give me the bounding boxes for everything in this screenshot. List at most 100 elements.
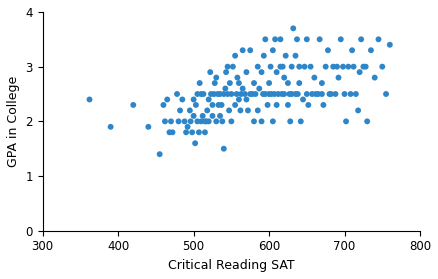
Point: [269, 119, 276, 124]
Point: [254, 108, 261, 113]
Point: [243, 97, 250, 102]
Point: [282, 54, 289, 58]
Point: [316, 37, 323, 42]
Point: [247, 92, 254, 96]
Point: [192, 103, 199, 107]
Point: [220, 92, 227, 96]
Point: [218, 103, 225, 107]
Point: [312, 92, 319, 96]
Point: [330, 64, 337, 69]
Point: [362, 64, 369, 69]
Point: [277, 37, 284, 42]
Point: [213, 75, 220, 80]
Point: [367, 48, 374, 52]
Point: [249, 92, 256, 96]
Point: [226, 108, 233, 113]
Point: [194, 92, 201, 96]
Point: [175, 119, 182, 124]
Point: [386, 42, 393, 47]
Point: [184, 125, 191, 129]
Point: [200, 92, 207, 96]
Point: [239, 48, 246, 52]
Point: [328, 92, 335, 96]
Point: [232, 103, 239, 107]
Point: [347, 92, 354, 96]
Point: [190, 114, 197, 118]
Point: [228, 119, 235, 124]
Point: [223, 70, 230, 74]
Point: [279, 64, 286, 69]
Point: [209, 114, 216, 118]
Point: [268, 92, 275, 96]
Point: [237, 108, 244, 113]
Point: [247, 48, 254, 52]
Point: [183, 130, 190, 134]
Point: [364, 119, 371, 124]
Point: [333, 64, 340, 69]
Point: [296, 64, 303, 69]
Point: [232, 54, 239, 58]
Point: [332, 92, 339, 96]
Point: [130, 103, 137, 107]
Point: [243, 70, 250, 74]
Point: [281, 75, 288, 80]
Point: [258, 70, 265, 74]
Point: [371, 75, 378, 80]
Point: [199, 114, 206, 118]
Point: [160, 103, 167, 107]
Point: [251, 119, 258, 124]
Point: [224, 64, 231, 69]
Point: [265, 92, 272, 96]
Point: [207, 70, 214, 74]
Point: [271, 92, 278, 96]
Point: [244, 108, 251, 113]
Point: [382, 92, 389, 96]
Point: [260, 54, 267, 58]
Point: [211, 92, 218, 96]
Point: [303, 37, 310, 42]
X-axis label: Critical Reading SAT: Critical Reading SAT: [168, 259, 295, 272]
Point: [214, 92, 221, 96]
Point: [320, 103, 327, 107]
Point: [216, 92, 223, 96]
Point: [195, 130, 202, 134]
Point: [293, 37, 300, 42]
Point: [205, 119, 212, 124]
Point: [226, 81, 233, 85]
Point: [269, 48, 276, 52]
Point: [86, 97, 93, 102]
Point: [272, 37, 279, 42]
Point: [287, 119, 294, 124]
Point: [196, 81, 203, 85]
Point: [300, 97, 307, 102]
Point: [233, 92, 240, 96]
Point: [318, 92, 325, 96]
Point: [201, 130, 208, 134]
Point: [273, 103, 280, 107]
Point: [254, 64, 261, 69]
Point: [297, 119, 304, 124]
Point: [307, 64, 314, 69]
Point: [164, 97, 171, 102]
Point: [360, 64, 367, 69]
Point: [198, 92, 205, 96]
Point: [228, 92, 235, 96]
Point: [292, 92, 299, 96]
Point: [303, 92, 310, 96]
Point: [156, 152, 163, 157]
Point: [375, 37, 382, 42]
Point: [230, 64, 237, 69]
Point: [238, 92, 245, 96]
Point: [187, 119, 194, 124]
Point: [284, 81, 291, 85]
Point: [235, 81, 242, 85]
Y-axis label: GPA in College: GPA in College: [7, 76, 20, 167]
Point: [224, 92, 231, 96]
Point: [192, 141, 199, 145]
Point: [288, 92, 295, 96]
Point: [213, 119, 220, 124]
Point: [216, 114, 223, 118]
Point: [181, 119, 188, 124]
Point: [169, 130, 176, 134]
Point: [209, 103, 216, 107]
